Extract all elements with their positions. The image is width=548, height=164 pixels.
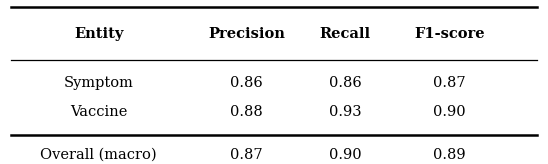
Text: 0.86: 0.86 bbox=[230, 76, 263, 90]
Text: 0.86: 0.86 bbox=[329, 76, 362, 90]
Text: Precision: Precision bbox=[208, 27, 285, 41]
Text: Recall: Recall bbox=[319, 27, 371, 41]
Text: 0.87: 0.87 bbox=[230, 148, 263, 162]
Text: 0.93: 0.93 bbox=[329, 105, 362, 119]
Text: Symptom: Symptom bbox=[64, 76, 134, 90]
Text: 0.89: 0.89 bbox=[433, 148, 466, 162]
Text: Entity: Entity bbox=[74, 27, 123, 41]
Text: Overall (macro): Overall (macro) bbox=[41, 148, 157, 162]
Text: Vaccine: Vaccine bbox=[70, 105, 127, 119]
Text: F1-score: F1-score bbox=[414, 27, 484, 41]
Text: 0.87: 0.87 bbox=[433, 76, 466, 90]
Text: 0.88: 0.88 bbox=[230, 105, 263, 119]
Text: 0.90: 0.90 bbox=[329, 148, 362, 162]
Text: 0.90: 0.90 bbox=[433, 105, 466, 119]
